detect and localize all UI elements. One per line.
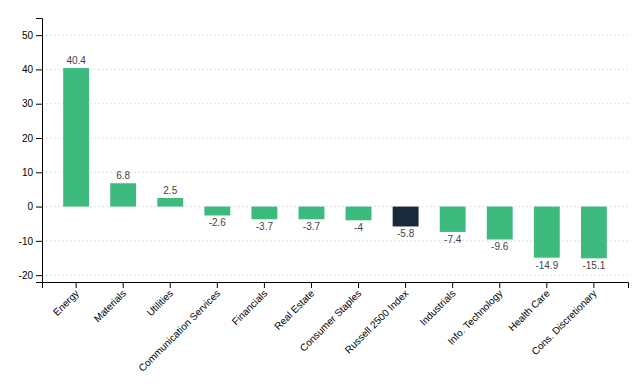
y-tick: 50	[22, 30, 42, 41]
y-tick-mark	[36, 172, 42, 173]
y-tick-mark	[36, 241, 42, 242]
y-tick-label: 20	[22, 133, 34, 144]
y-tick-label: 50	[22, 30, 34, 41]
data-label: -7.4	[444, 234, 462, 245]
y-tick-label: 10	[22, 167, 34, 178]
x-tick-mark	[358, 282, 359, 288]
x-tick-label: Communication Services	[136, 288, 222, 374]
y-tick: 30	[22, 98, 42, 109]
x-tick-label: Utilities	[145, 288, 176, 319]
data-label: -15.1	[582, 260, 605, 271]
y-tick: 0	[27, 201, 42, 212]
x-tick-mark	[546, 282, 547, 288]
y-tick: 40	[22, 64, 42, 75]
bar	[63, 68, 89, 207]
x-tick-mark	[593, 282, 594, 288]
x-tick-mark	[264, 282, 265, 288]
y-tick-label: 30	[22, 98, 34, 109]
x-tick-mark	[76, 282, 77, 288]
bar	[157, 198, 183, 207]
x-tick: Materials	[92, 282, 128, 324]
data-label: -3.7	[303, 221, 321, 232]
y-tick: -10	[19, 236, 42, 247]
y-tick-mark	[36, 138, 42, 139]
data-label: -3.7	[256, 221, 274, 232]
data-label: 2.5	[163, 185, 177, 196]
x-tick-label: Health Care	[506, 287, 552, 333]
x-tick: Health Care	[506, 282, 552, 333]
x-tick-label: Energy	[51, 288, 81, 318]
grid-line	[42, 35, 628, 36]
bar	[487, 207, 513, 240]
x-tick-label: Info. Technology	[446, 288, 505, 347]
x-tick-mark	[499, 282, 500, 288]
x-tick-mark	[217, 282, 218, 288]
x-tick-label: Cons. Discretionary	[529, 288, 598, 357]
x-tick: Info. Technology	[446, 282, 505, 347]
bar	[251, 207, 277, 220]
x-tick-label: Materials	[92, 288, 128, 324]
x-tick-label: Russell 2500 Index	[343, 288, 411, 356]
x-tick: Utilities	[145, 282, 176, 318]
bar	[204, 207, 230, 216]
y-tick-label: -10	[19, 236, 34, 247]
grid-line	[42, 103, 628, 104]
x-tick-mark	[123, 282, 124, 288]
data-label: 40.4	[66, 55, 86, 66]
y-tick-mark	[36, 104, 42, 105]
data-label: -9.6	[491, 241, 509, 252]
bar	[346, 207, 372, 221]
data-label: -5.8	[397, 228, 415, 239]
x-tick: Russell 2500 Index	[343, 282, 411, 356]
y-tick-label: 0	[27, 201, 33, 212]
x-tick-label: Financials	[230, 288, 270, 328]
x-tick-mark	[452, 282, 453, 288]
x-axis: Energy Materials UtilitiesCommunication Se…	[43, 282, 629, 374]
bar	[110, 183, 136, 206]
grid-line	[42, 69, 628, 70]
y-tick-mark	[36, 69, 42, 70]
y-axis-line	[36, 19, 43, 283]
data-label: -14.9	[535, 260, 558, 271]
y-tick-mark	[36, 275, 42, 276]
x-tick-mark	[405, 282, 406, 288]
y-tick: -20	[19, 270, 42, 281]
y-tick: 20	[22, 133, 42, 144]
x-tick-mark	[311, 282, 312, 288]
x-tick: Real Estate	[272, 282, 317, 332]
y-tick-mark	[36, 207, 42, 208]
bar	[393, 207, 419, 227]
y-tick-label: -20	[19, 270, 34, 281]
data-labels: 40.4 6.8 2.5 -2.6 -3.7 -3.7 -4 -5.8 -7.4 -9.6 -14.…	[66, 55, 605, 271]
y-tick-label: 40	[22, 64, 34, 75]
grid-line	[42, 275, 628, 276]
x-tick: Financials	[230, 282, 270, 327]
x-tick: Cons. Discretionary	[529, 282, 598, 357]
data-label: -2.6	[209, 217, 227, 228]
x-tick-label: Industrials	[418, 288, 458, 328]
data-label: -4	[354, 222, 363, 233]
bar	[581, 207, 607, 259]
data-label: 6.8	[116, 170, 130, 181]
bars	[63, 68, 607, 258]
bar	[440, 207, 466, 232]
y-axis: -20 -10 0 10 20 30 40 50	[19, 19, 43, 283]
grid	[42, 35, 628, 275]
x-axis-line	[43, 283, 629, 289]
chart: -20 -10 0 10 20 30 40 50 Energy Materials Utilitie…	[0, 0, 640, 390]
y-tick: 10	[22, 167, 42, 178]
x-tick: Energy	[51, 282, 81, 318]
x-tick-mark	[170, 282, 171, 288]
x-tick-label: Real Estate	[272, 287, 317, 332]
bar	[534, 207, 560, 258]
plot: -20 -10 0 10 20 30 40 50 Energy Materials Utilitie…	[19, 19, 629, 374]
bar	[299, 207, 325, 220]
y-tick-mark	[36, 35, 42, 36]
x-tick: Industrials	[418, 282, 458, 328]
x-tick: Communication Services	[136, 282, 222, 374]
grid-line	[42, 138, 628, 139]
